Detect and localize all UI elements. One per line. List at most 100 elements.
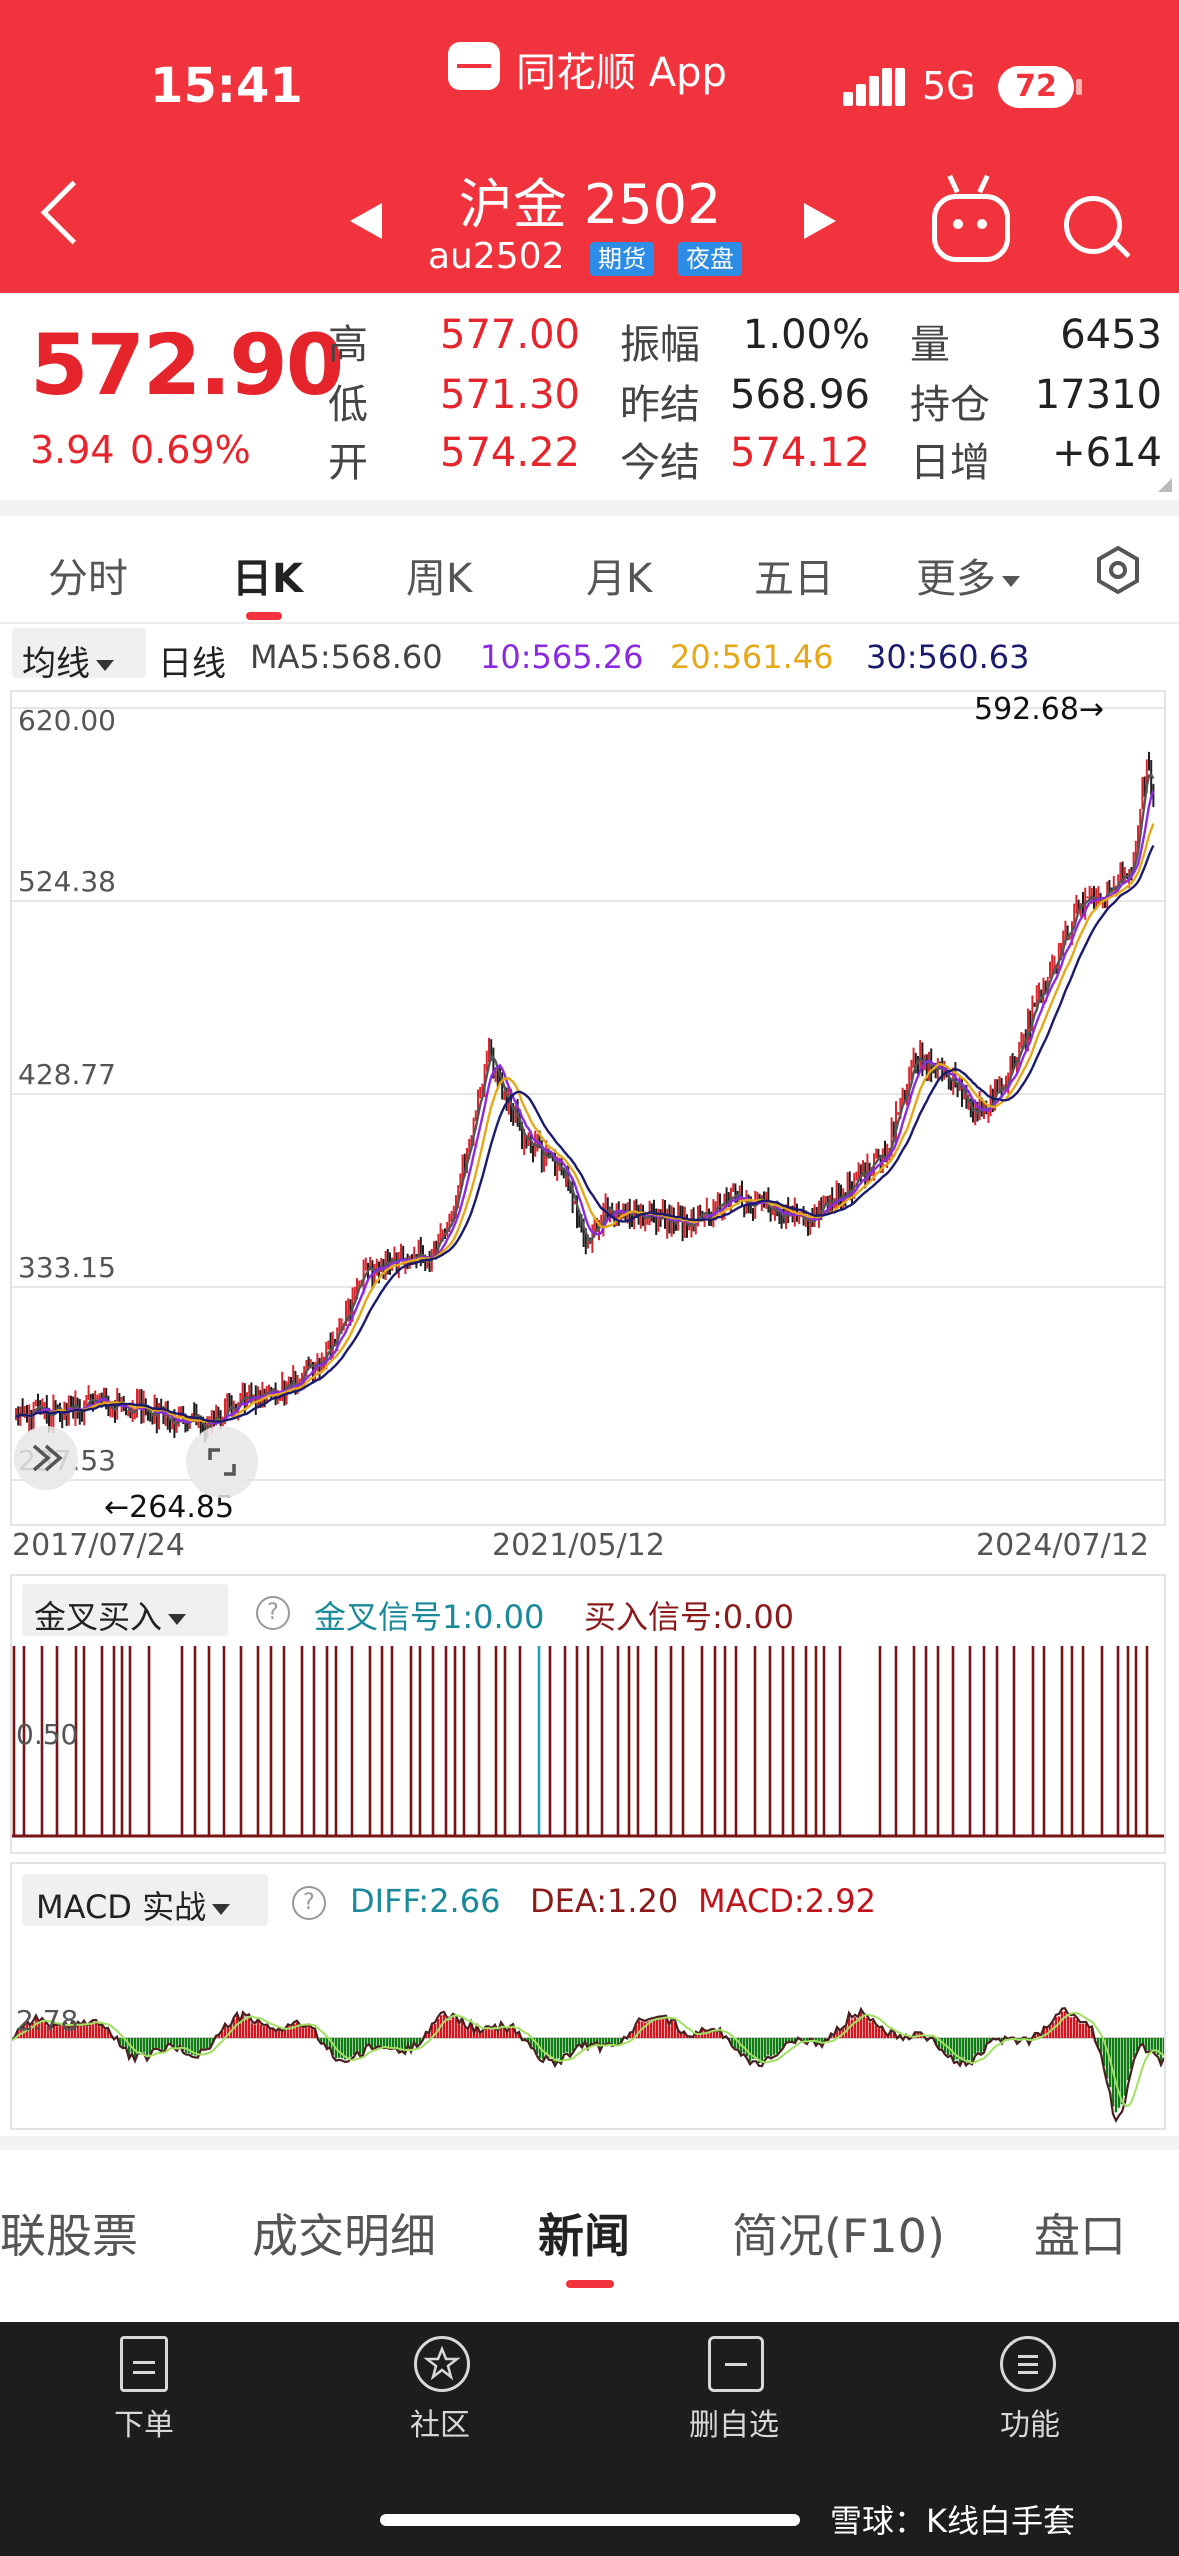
tab-period[interactable]: 周K: [406, 546, 472, 604]
menu-icon[interactable]: [1000, 2336, 1056, 2392]
indicator2-frame: [10, 1862, 1166, 2130]
info-tab[interactable]: 新闻: [538, 2209, 630, 2263]
price-change-pct: 0.69%: [130, 428, 251, 472]
info-tab[interactable]: 关联股票: [0, 2209, 138, 2263]
quote-value: 17310: [1034, 372, 1162, 418]
indicator1-help-icon[interactable]: ?: [256, 1596, 290, 1630]
contract-title: 沪金 2502: [458, 173, 722, 236]
y-tick-label: 620.00: [18, 704, 116, 737]
y-tick-label: 428.77: [18, 1058, 116, 1091]
tab-period[interactable]: 五日: [754, 546, 834, 604]
indicator2-chart[interactable]: [12, 1930, 1164, 2126]
chevron-down-icon: [212, 1903, 231, 1915]
tab-period-label: 五日: [754, 556, 834, 602]
status-time: 15:41: [150, 58, 303, 114]
fullscreen-button[interactable]: [186, 1426, 258, 1498]
quote-label: 持仓: [910, 382, 990, 428]
candles: [15, 751, 1155, 1443]
indicator2-selector-label: MACD 实战: [36, 1882, 231, 1928]
indicator1-y-label: 0.50: [16, 1718, 79, 1751]
indicator2-help-icon[interactable]: ?: [292, 1886, 326, 1920]
chevron-down-icon: [96, 660, 114, 671]
quote-label: 开: [328, 440, 368, 486]
order-icon[interactable]: [120, 2336, 168, 2392]
tab-period[interactable]: 日K: [232, 546, 303, 604]
quote-value: 577.00: [440, 312, 580, 358]
ma-line: [15, 773, 1155, 1430]
signal-icon: [843, 68, 905, 106]
bottom-nav-item[interactable]: 下单: [114, 2408, 174, 2443]
ma-selector[interactable]: [12, 628, 146, 678]
indicator2-value: DIFF:2.66: [350, 1882, 501, 1920]
community-icon[interactable]: [414, 2336, 470, 2392]
y-tick-label: 333.15: [18, 1251, 116, 1284]
info-tab[interactable]: 成交明细: [252, 2209, 436, 2263]
indicator1-selector[interactable]: [22, 1584, 228, 1636]
x-tick-label: 2024/07/12: [976, 1528, 1149, 1563]
battery-cap-icon: [1076, 79, 1082, 95]
network-type: 5G: [922, 64, 976, 108]
max-price-label: 592.68→: [974, 692, 1105, 727]
tab-period-label: 周K: [406, 556, 473, 602]
quote-label: 今结: [620, 440, 700, 486]
tab-period-label: 更多: [916, 556, 996, 602]
info-tab[interactable]: 盘口: [1034, 2209, 1126, 2263]
next-contract-icon[interactable]: [804, 203, 836, 239]
indicator2-selector[interactable]: [22, 1874, 268, 1926]
indicator2-y-label: 2.78: [16, 2004, 79, 2037]
info-tab-indicator: [566, 2280, 614, 2288]
ma-line: [15, 844, 1155, 1423]
last-price: 572.90: [30, 316, 344, 414]
indicator1-value: 金叉信号1:0.00: [314, 1598, 545, 1636]
remove-watchlist-icon[interactable]: [708, 2336, 764, 2392]
tab-period[interactable]: 更多: [916, 546, 1020, 604]
info-tab[interactable]: 简况(F10): [732, 2209, 945, 2263]
section-separator: [0, 500, 1179, 516]
x-tick-label: 2017/07/24: [12, 1528, 185, 1563]
app-logo-icon: [448, 42, 500, 90]
y-tick-label: 524.38: [18, 865, 116, 898]
expand-corner-icon[interactable]: [1158, 478, 1172, 492]
bottom-nav-item[interactable]: 删自选: [689, 2408, 779, 2443]
contract-code: au2502: [428, 236, 565, 277]
macd-dea-line: [12, 2011, 1164, 2107]
ma-value: 20:561.46: [670, 638, 834, 676]
chevron-down-icon: [168, 1613, 187, 1625]
period-tab-indicator: [246, 612, 282, 620]
collapse-sidebar-button[interactable]: [14, 1426, 78, 1490]
tab-period[interactable]: 月K: [586, 546, 652, 604]
indicator1-frame: [10, 1574, 1166, 1854]
indicator1-chart[interactable]: [12, 1640, 1164, 1840]
quote-value: 568.96: [730, 372, 870, 418]
tab-period-label: 分时: [48, 556, 128, 602]
macd-diff-line: [12, 2006, 1164, 2123]
ma-value: MA5:568.60: [250, 638, 443, 676]
fullscreen-icon: [208, 1448, 236, 1476]
home-indicator[interactable]: [380, 2514, 800, 2526]
header-bar: [0, 0, 1179, 293]
bottom-nav-item[interactable]: 功能: [1000, 2408, 1060, 2443]
chevron-down-icon: [1002, 575, 1020, 587]
watermark: 雪球：K线白手套: [830, 2502, 1075, 2540]
tab-period-label: 月K: [586, 556, 653, 602]
settings-hex-icon[interactable]: [1092, 544, 1144, 596]
quote-value: 574.12: [730, 430, 870, 476]
prev-contract-icon[interactable]: [350, 203, 382, 239]
tab-divider: [0, 622, 1179, 624]
section-separator: [0, 2136, 1179, 2150]
quote-label: 日增: [910, 440, 990, 486]
assistant-robot-icon[interactable]: [932, 174, 1010, 262]
kline-chart[interactable]: [12, 692, 1164, 1524]
bottom-nav-item[interactable]: 社区: [410, 2408, 470, 2443]
app-name: 同花顺 App: [516, 50, 727, 96]
search-icon[interactable]: [1064, 196, 1122, 254]
indicator1-selector-label: 金叉买入: [34, 1592, 187, 1638]
futures-tag: 期货: [590, 242, 654, 276]
quote-label: 高: [328, 322, 368, 368]
indicator1-value: 买入信号:0.00: [584, 1598, 795, 1636]
ma-mode[interactable]: 日线: [158, 644, 226, 684]
tab-period[interactable]: 分时: [48, 546, 128, 604]
quote-value: 571.30: [440, 372, 580, 418]
battery-level: 72: [998, 66, 1074, 108]
quote-value: 1.00%: [742, 312, 870, 358]
